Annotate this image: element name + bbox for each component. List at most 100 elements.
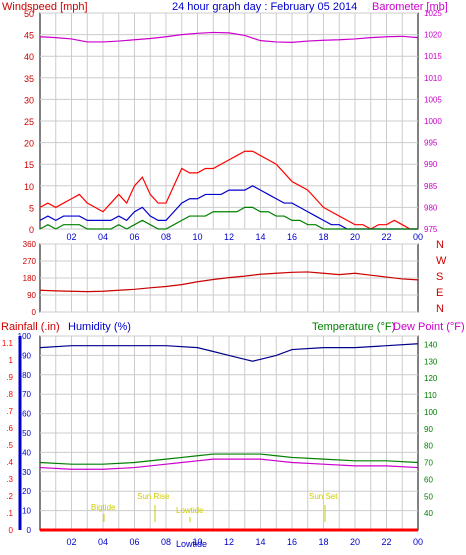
y-right-tick-label: 1010 [424,74,442,83]
y-right-tick-label: 1025 [424,9,442,18]
y-tick-label: 15 [24,160,34,170]
x-tick-label: 22 [381,232,391,242]
rain-tick-label: .5 [6,441,13,450]
y-right-tick-label: 1000 [424,117,442,126]
rain-axis-labels: 0 .1 .2 .3 .4 .5 .6 .7 .8 .9 1 1.1 [2,339,14,535]
x-tick-label: 10 [192,537,202,547]
rain-tick-label: .6 [6,424,13,433]
y-tick-label: 40 [24,52,34,62]
sunset-annotation: Sun Set [309,492,338,501]
temperature-tick-label: 130 [424,357,438,366]
temperature-tick-label: 140 [424,340,438,349]
wind-series [39,31,419,230]
humidity-tick-label: 50 [22,429,31,438]
humidity-tick-label: 100 [18,332,32,341]
wind-x-axis-labels: 02 04 06 08 10 12 14 16 18 20 22 00 [66,232,423,242]
series-line [39,271,419,293]
x-tick-label: 14 [255,232,265,242]
temperature-tick-label: 110 [424,391,437,400]
x-tick-label: 06 [129,232,139,242]
x-tick-label: 00 [413,537,423,547]
rain-tick-label: .4 [6,458,13,467]
x-tick-label: 10 [192,232,202,242]
temperature-axis-labels: 40 50 60 70 80 90 100 110 120 130 140 [424,340,438,518]
humidity-tick-label: 80 [22,371,31,380]
x-tick-label: 14 [255,537,265,547]
humidity-tick-label: 20 [22,487,31,496]
x-tick-label: 06 [129,537,139,547]
x-tick-label: 20 [350,537,360,547]
temperature-tick-label: 60 [424,475,433,484]
rain-tick-label: .2 [6,492,13,501]
y-right-tick-label: 1005 [424,95,442,104]
rain-tick-label: .7 [6,407,13,416]
dewpoint-label: Dew Point (°F) [393,321,465,333]
y-tick-label: 50 [24,9,34,19]
humidity-tick-label: 60 [22,410,31,419]
y-tick-label: 360 [23,240,37,249]
rain-tick-label: .1 [6,509,13,518]
series-line [39,206,418,230]
y-right-tick-label: 975 [424,225,438,234]
barometer-y-axis-labels: 975 980 985 990 995 1000 1005 1010 1015 1020 1025 [424,9,442,234]
y-tick-label: 5 [29,203,34,213]
humidity-tick-label: 70 [22,390,31,399]
y-right-tick-label: 995 [424,139,438,148]
rain-tick-label: 1.1 [2,339,14,348]
temperature-tick-label: 100 [424,408,438,417]
x-tick-label: 04 [98,232,108,242]
temperature-tick-label: 80 [424,442,433,451]
y-right-tick-label: 980 [424,203,438,212]
rain-tick-label: .9 [6,373,13,382]
x-tick-label: 08 [161,232,171,242]
temperature-tick-label: 70 [424,459,433,468]
sunrise-annotation: Sun Rise [137,492,170,501]
series-line [39,453,419,465]
direction-y-axis-labels: 0 90 180 270 360 [23,240,37,317]
wind-y-axis-labels: 0 5 10 15 20 25 30 35 40 45 50 [24,9,34,235]
x-tick-label: 00 [413,232,423,242]
temperature-tick-label: 50 [424,492,433,501]
direction-letter: N [436,239,444,251]
y-tick-label: 0 [29,225,34,235]
temperature-label: Temperature (°F) [312,321,395,333]
lowtide-annotation: Lowtide [176,506,204,515]
rain-tick-label: .8 [6,390,13,399]
barometer-label: Barometer [mb] [372,1,448,13]
bigtide-annotation: Bigtide [91,503,116,512]
temp-series [39,343,419,532]
x-tick-label: 08 [161,537,171,547]
x-tick-label: 02 [66,232,76,242]
humidity-tick-label: 30 [22,468,31,477]
windspeed-label: Windspeed [mph] [2,1,88,13]
humidity-axis-labels: 0 10 20 30 40 50 60 70 80 90 100 [18,332,32,535]
rain-tick-label: 0 [9,526,14,535]
x-tick-label: 04 [98,537,108,547]
series-line [39,343,419,362]
x-tick-label: 22 [381,537,391,547]
direction-letter: S [436,271,443,283]
humidity-label: Humidity (%) [68,321,131,333]
humidity-tick-label: 90 [22,351,31,360]
x-tick-label: 12 [224,537,234,547]
direction-letter: W [436,255,447,267]
rain-tick-label: .3 [6,475,13,484]
temperature-tick-label: 120 [424,374,438,383]
temperature-tick-label: 90 [424,425,433,434]
direction-letter: E [436,287,443,299]
humidity-tick-label: 40 [22,448,31,457]
y-tick-label: 30 [24,95,34,105]
y-tick-label: 180 [23,274,37,283]
y-right-tick-label: 985 [424,182,438,191]
humidity-tick-label: 10 [22,507,31,516]
y-right-tick-label: 1015 [424,52,442,61]
y-right-tick-label: 990 [424,160,438,169]
y-tick-label: 20 [24,139,34,149]
direction-letter: N [436,303,444,315]
y-tick-label: 0 [32,308,37,317]
humidity-tick-label: 0 [27,526,32,535]
x-tick-label: 18 [318,232,328,242]
x-tick-label: 02 [66,537,76,547]
